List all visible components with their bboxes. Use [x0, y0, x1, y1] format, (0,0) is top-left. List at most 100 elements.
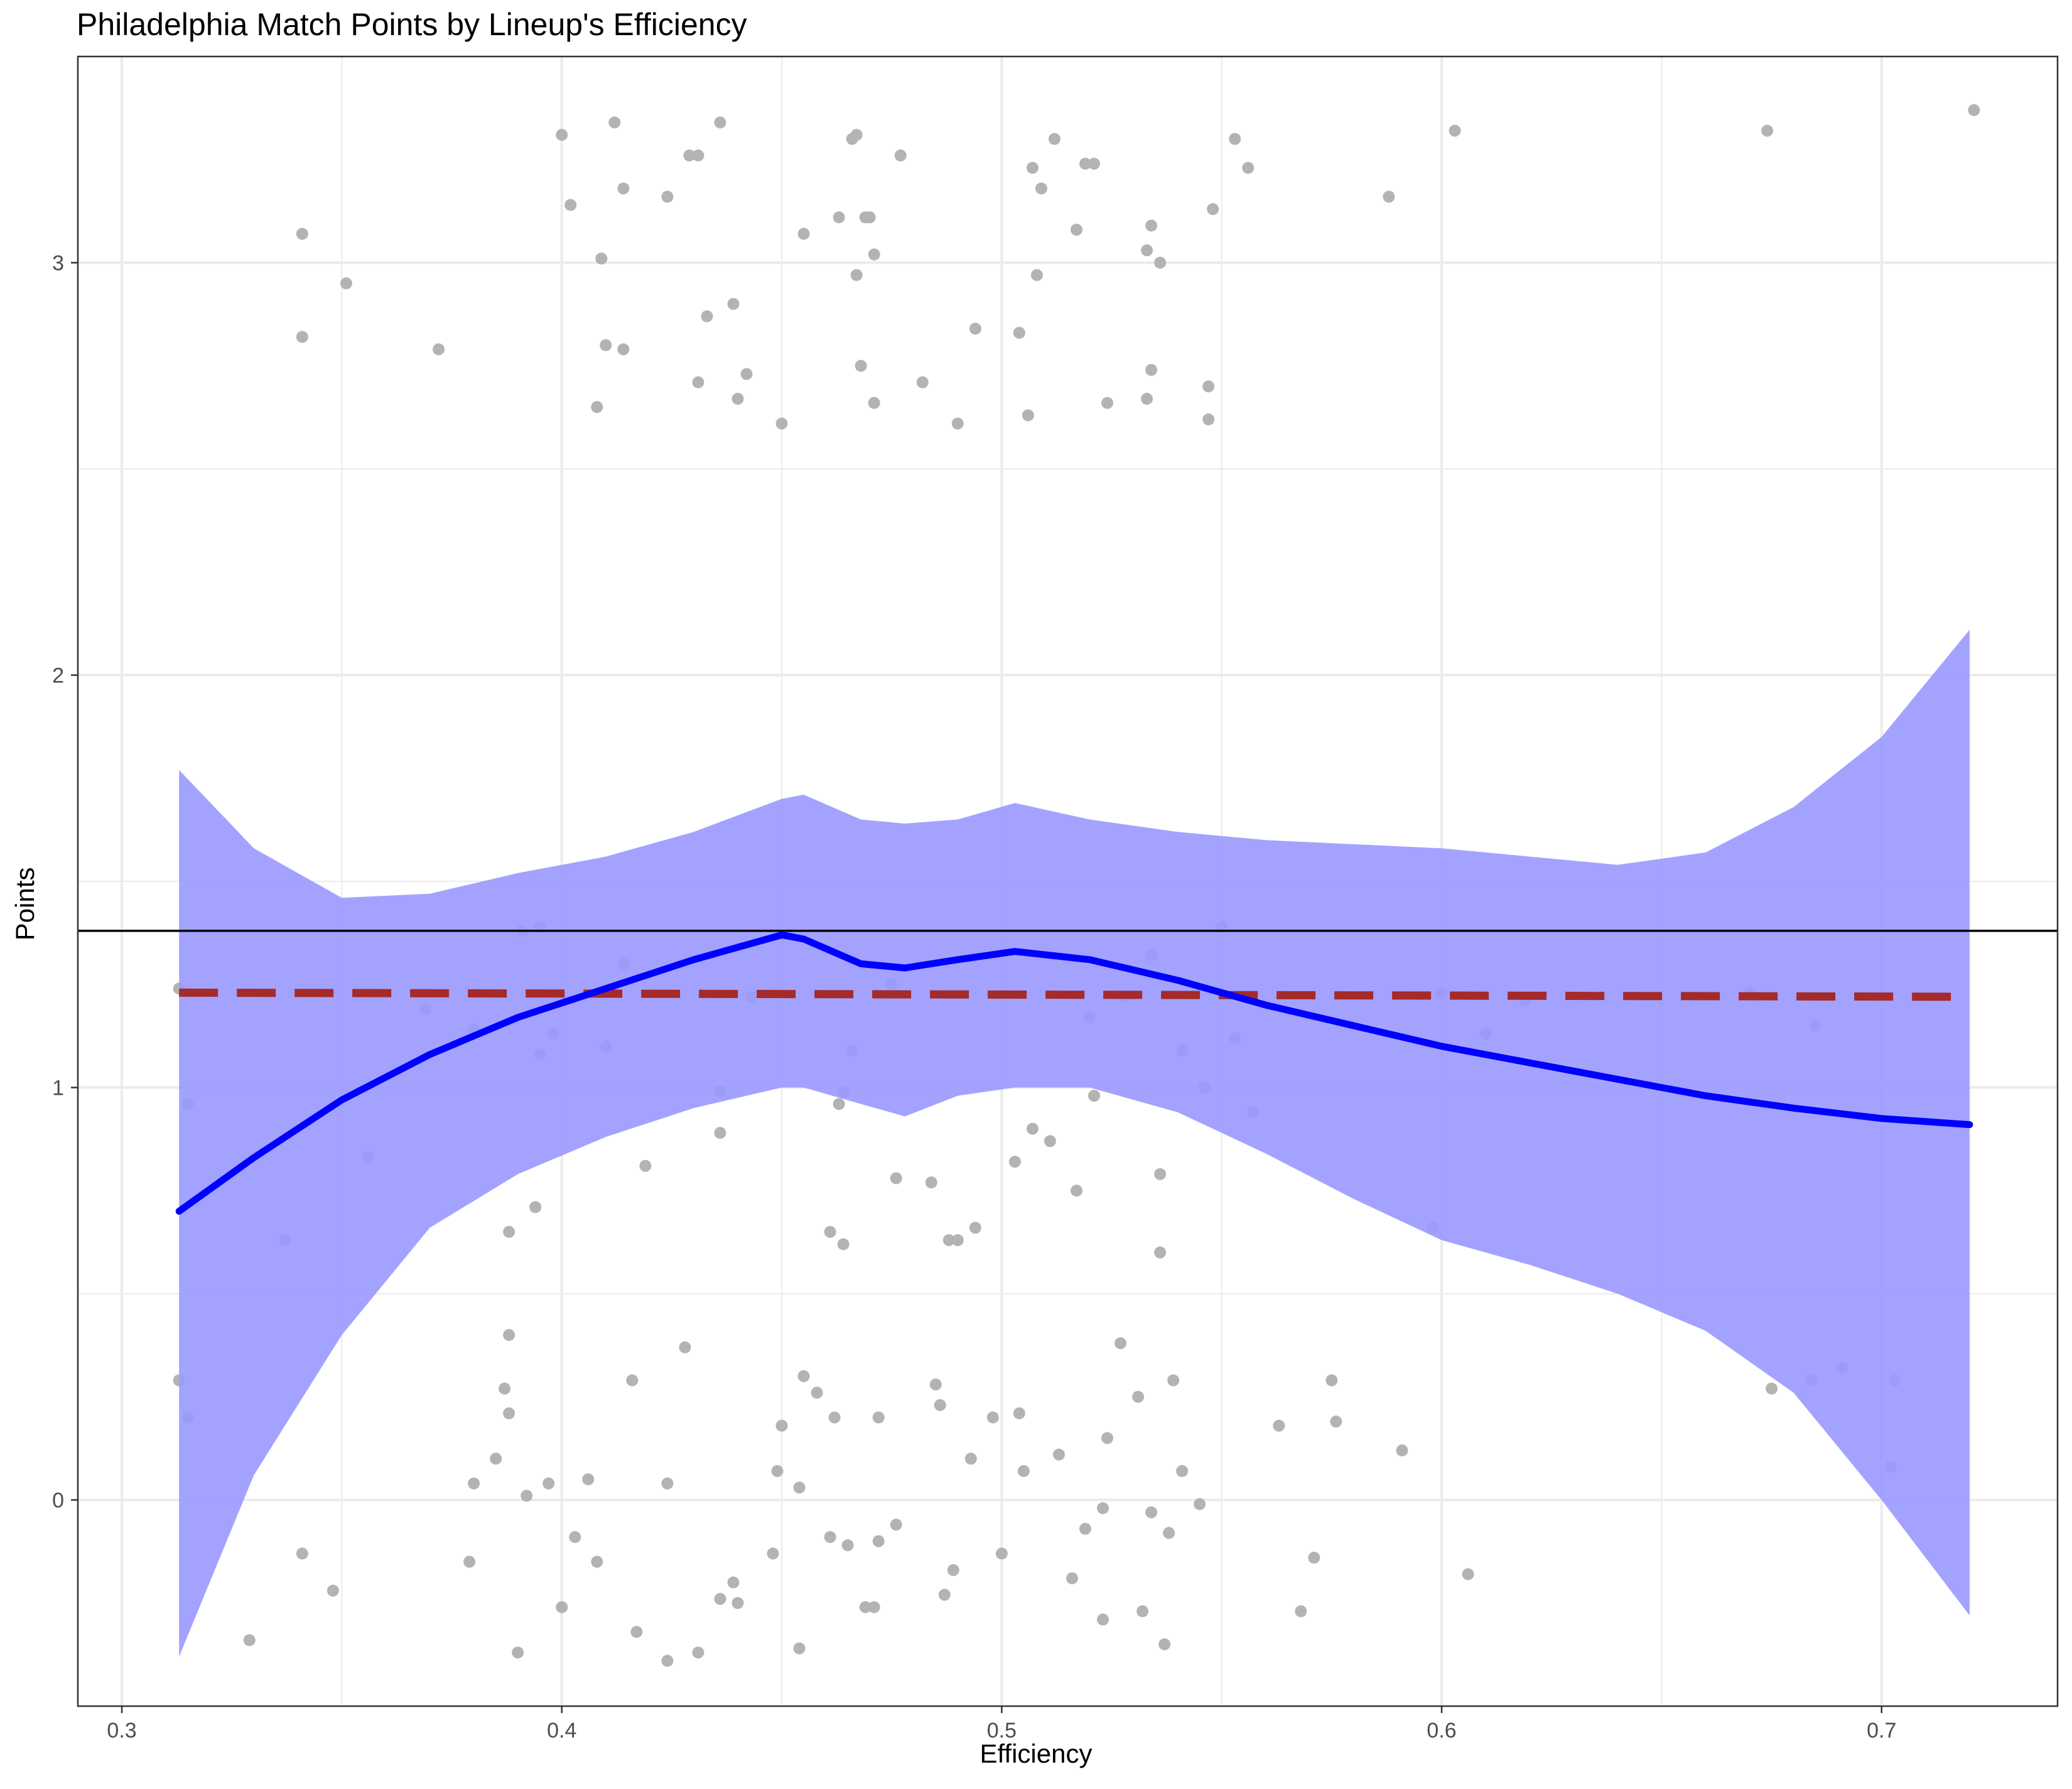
scatter-point [894, 149, 907, 162]
scatter-point [296, 228, 308, 240]
scatter-point [995, 1547, 1008, 1560]
scatter-point [1176, 1465, 1189, 1478]
y-tick-label: 2 [52, 664, 64, 688]
scatter-point [714, 116, 726, 129]
scatter-point [692, 149, 704, 162]
scatter-point [1325, 1374, 1338, 1387]
x-tick-label: 0.7 [1867, 1719, 1896, 1743]
scatter-point [1145, 219, 1158, 232]
scatter-point [863, 211, 876, 223]
scatter-point [727, 1576, 740, 1589]
scatter-point [841, 1539, 854, 1552]
scatter-point [556, 129, 568, 141]
scatter-point [521, 1490, 533, 1502]
scatter-point [692, 1647, 704, 1659]
scatter-point [1242, 161, 1255, 174]
scatter-point [947, 1564, 959, 1576]
scatter-point [512, 1647, 524, 1659]
scatter-point [969, 323, 981, 335]
scatter-point [296, 331, 308, 343]
scatter-point [797, 228, 810, 240]
scatter-point [1141, 392, 1153, 405]
scatter-point [661, 1655, 674, 1667]
scatter-point [626, 1374, 639, 1387]
scatter-point [1097, 1502, 1109, 1515]
scatter-point [872, 1411, 885, 1424]
scatter-point [692, 376, 704, 389]
scatter-point [828, 1411, 841, 1424]
scatter-point [1071, 223, 1083, 236]
scatter-point [890, 1172, 902, 1185]
scatter-point [542, 1477, 555, 1490]
scatter-point [837, 1238, 850, 1250]
scatter-point [797, 1370, 810, 1382]
scatter-point [1017, 1465, 1030, 1478]
scatter-point [1088, 158, 1101, 170]
scatter-point [1383, 190, 1395, 203]
scatter-point [1141, 244, 1153, 257]
scatter-point [929, 1378, 942, 1391]
scatter-point [1026, 1122, 1039, 1135]
scatter-point [340, 277, 352, 289]
scatter-point [1308, 1551, 1320, 1564]
scatter-point [925, 1176, 937, 1189]
scatter-point [1766, 1382, 1778, 1395]
scatter-point [775, 1419, 788, 1432]
scatter-point [1295, 1605, 1307, 1618]
scatter-point [1154, 1246, 1167, 1259]
x-tick-label: 0.4 [547, 1719, 576, 1743]
scatter-point [916, 376, 929, 389]
scatter-point [490, 1453, 502, 1465]
scatter-point [1154, 1168, 1167, 1180]
scatter-point [1462, 1568, 1474, 1581]
chart-title: Philadelphia Match Points by Lineup's Ef… [77, 7, 747, 42]
scatter-point [1194, 1498, 1206, 1510]
y-tick-label: 1 [52, 1077, 64, 1100]
scatter-point [868, 248, 880, 261]
scatter-point [608, 116, 621, 129]
scatter-point [1030, 269, 1043, 281]
lines-layer [78, 930, 2058, 1215]
scatter-point [529, 1201, 542, 1213]
scatter-point [661, 190, 674, 203]
confidence-ribbon-layer [179, 630, 1970, 1657]
scatter-point [969, 1222, 981, 1234]
scatter-point [326, 1584, 339, 1597]
scatter-point [934, 1399, 946, 1411]
scatter-point [1044, 1135, 1056, 1147]
scatter-point [639, 1159, 652, 1172]
scatter-point [296, 1547, 308, 1560]
scatter-point [1968, 104, 1980, 116]
scatter-point [1035, 182, 1047, 195]
scatter-point [850, 269, 863, 281]
scatter-point [855, 360, 867, 372]
linear-fit-line [179, 988, 1970, 1001]
scatter-point [503, 1407, 515, 1420]
scatter-point [824, 1225, 836, 1238]
scatter-point [740, 368, 753, 380]
y-axis-label: Points [10, 867, 40, 941]
scatter-point [1048, 132, 1060, 145]
scatter-point [951, 1234, 964, 1247]
scatter-point [630, 1626, 643, 1638]
scatter-point [617, 343, 630, 355]
scatter-point [714, 1127, 726, 1139]
scatter-point [617, 182, 630, 195]
scatter-point [595, 252, 608, 265]
scatter-point [1163, 1527, 1175, 1539]
scatter-point [1114, 1337, 1127, 1350]
scatter-point [503, 1225, 515, 1238]
scatter-point [591, 1555, 603, 1568]
scatter-point [890, 1518, 902, 1531]
scatter-point [1207, 203, 1219, 215]
scatter-point [793, 1481, 806, 1494]
scatter-point [951, 417, 964, 430]
scatter-point [714, 1593, 726, 1605]
scatter-point [661, 1477, 674, 1490]
scatter-point [767, 1547, 779, 1560]
y-tick-label: 0 [52, 1489, 64, 1513]
scatter-point [468, 1477, 480, 1490]
scatter-point [1013, 1407, 1025, 1420]
scatter-point [731, 392, 744, 405]
scatter-point [859, 1601, 871, 1613]
